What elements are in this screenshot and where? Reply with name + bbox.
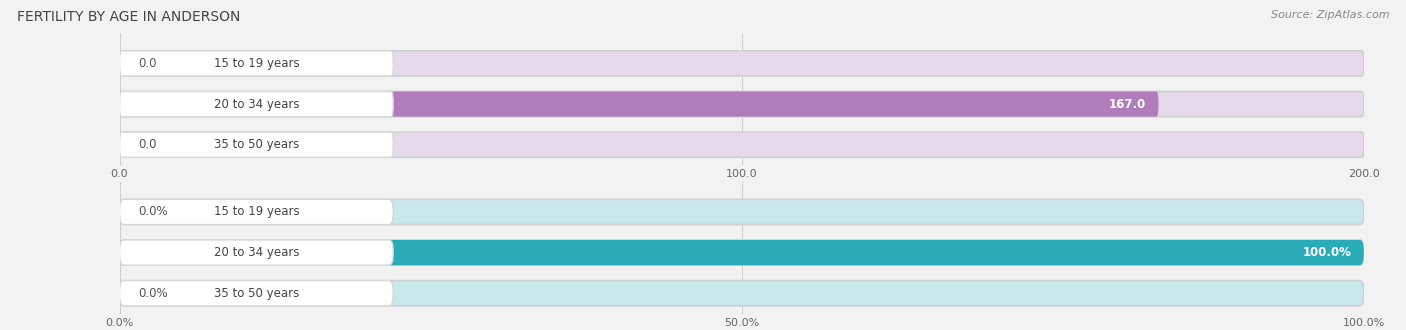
Text: 0.0: 0.0 [138,57,156,70]
Text: Source: ZipAtlas.com: Source: ZipAtlas.com [1271,10,1389,20]
Text: 35 to 50 years: 35 to 50 years [214,138,299,151]
FancyBboxPatch shape [120,51,1364,76]
Text: 15 to 19 years: 15 to 19 years [214,57,299,70]
FancyBboxPatch shape [120,91,1159,117]
Text: 100.0%: 100.0% [1302,246,1351,259]
FancyBboxPatch shape [120,280,1364,306]
Text: 0.0%: 0.0% [138,287,167,300]
FancyBboxPatch shape [120,199,1364,224]
Text: 0.0: 0.0 [138,138,156,151]
Text: 35 to 50 years: 35 to 50 years [214,287,299,300]
Text: 20 to 34 years: 20 to 34 years [214,98,299,111]
FancyBboxPatch shape [120,240,1364,265]
FancyBboxPatch shape [120,51,394,76]
Text: 15 to 19 years: 15 to 19 years [214,206,299,218]
Text: 20 to 34 years: 20 to 34 years [214,246,299,259]
FancyBboxPatch shape [120,91,1364,117]
FancyBboxPatch shape [120,132,394,157]
FancyBboxPatch shape [120,132,1364,157]
FancyBboxPatch shape [120,199,394,224]
Text: 167.0: 167.0 [1109,98,1146,111]
FancyBboxPatch shape [120,280,394,306]
Text: FERTILITY BY AGE IN ANDERSON: FERTILITY BY AGE IN ANDERSON [17,10,240,24]
FancyBboxPatch shape [120,240,394,265]
Text: 0.0%: 0.0% [138,206,167,218]
FancyBboxPatch shape [120,91,394,117]
FancyBboxPatch shape [120,240,1364,265]
